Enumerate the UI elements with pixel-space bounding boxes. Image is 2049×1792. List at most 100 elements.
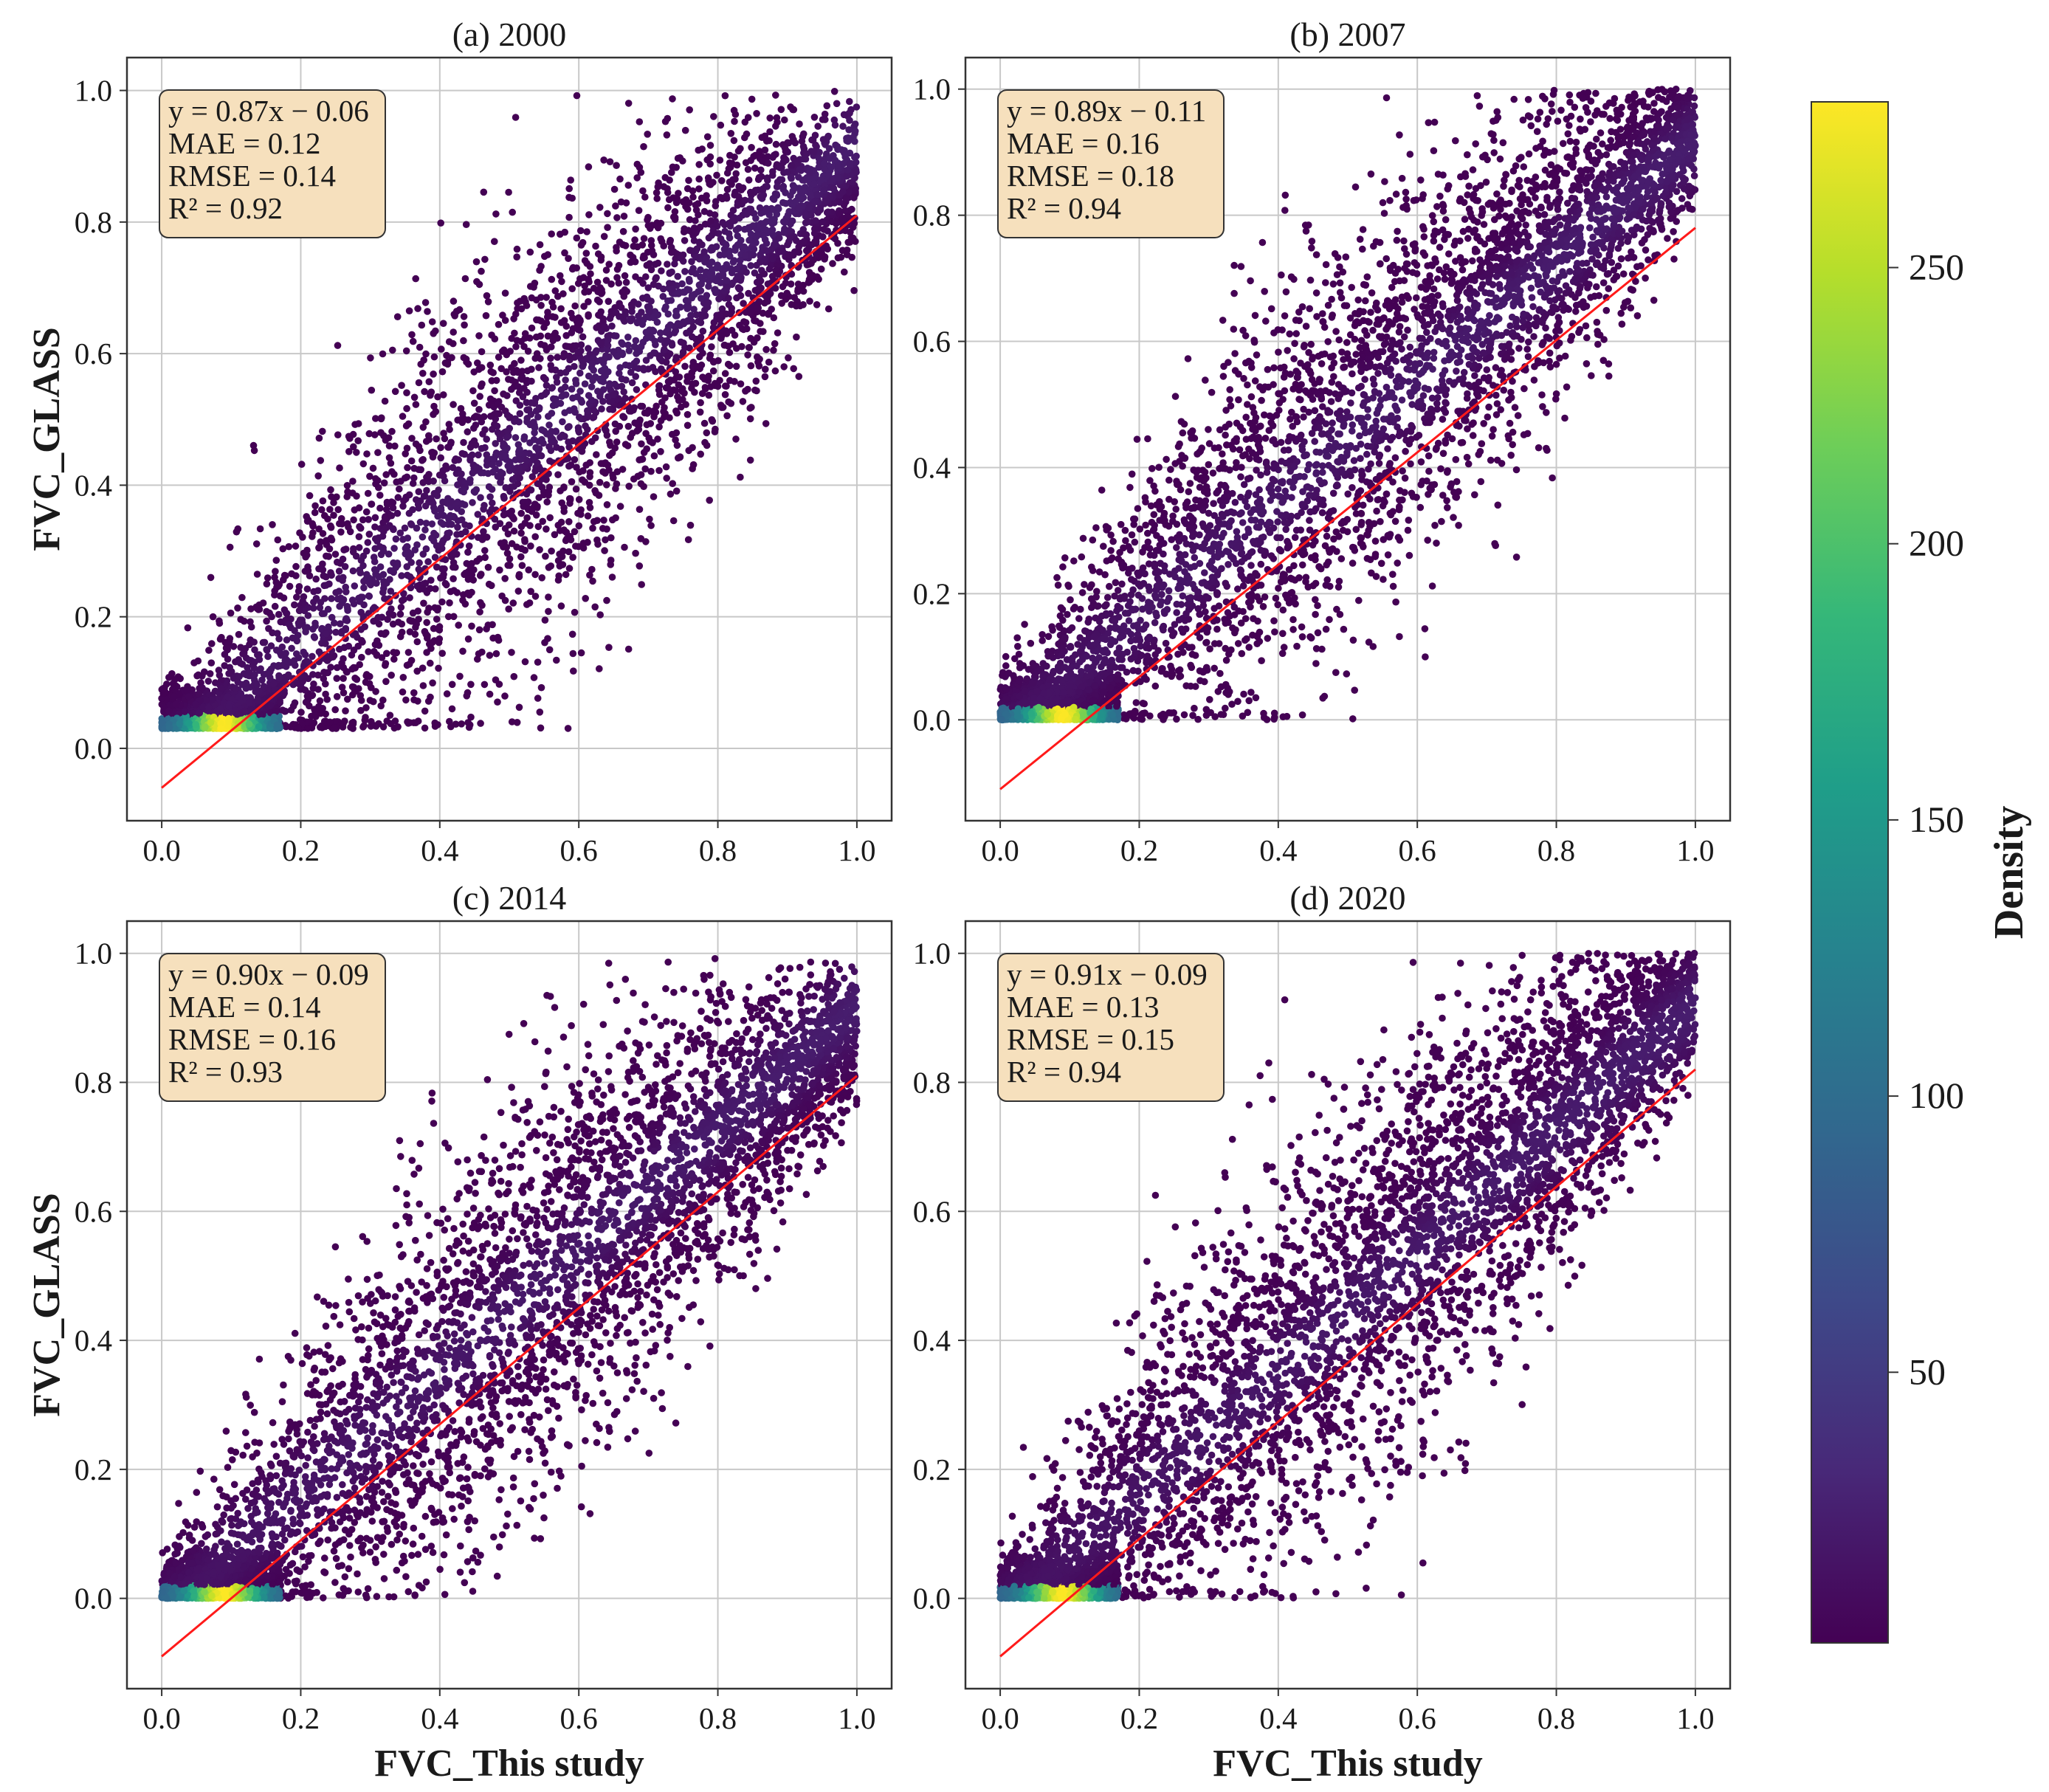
scatter-point [579,467,587,475]
scatter-point [597,253,605,261]
scatter-point [433,563,441,571]
scatter-point [624,442,632,449]
scatter-point [672,429,681,437]
scatter-point [577,649,585,657]
scatter-point [605,297,613,306]
scatter-point [731,117,738,125]
scatter-point [468,622,475,630]
scatter-point [407,457,416,465]
scatter-point [419,551,427,558]
scatter-point [637,402,644,410]
scatter-point [669,95,676,103]
scatter-point [717,121,725,129]
scatter-point [398,620,406,628]
scatter-point [787,280,795,288]
scatter-point [642,273,650,280]
scatter-point [403,404,410,413]
scatter-point [652,368,659,376]
scatter-point [593,347,600,355]
scatter-point [585,481,593,489]
scatter-point [747,362,755,370]
scatter-point [391,442,399,450]
scatter-point [380,479,388,487]
scatter-point [343,482,351,489]
scatter-point [340,720,347,728]
scatter-point [263,617,270,625]
scatter-point [675,373,683,381]
scatter-point [717,235,725,243]
scatter-point [739,211,746,219]
scatter-point [602,266,610,274]
scatter-point [343,602,351,610]
scatter-point [765,137,773,145]
scatter-point [516,474,523,482]
scatter-point [195,690,203,697]
scatter-point [664,353,672,360]
scatter-point [568,194,576,202]
scatter-point [527,587,534,596]
scatter-point [396,485,403,493]
scatter-point [253,681,261,689]
scatter-point [649,439,656,447]
scatter-point [568,630,576,638]
scatter-point [534,459,541,466]
scatter-point [851,127,859,135]
scatter-point [389,499,397,506]
scatter-point [658,238,666,246]
scatter-point [492,676,500,683]
scatter-point [275,610,283,618]
scatter-point [459,647,466,655]
scatter-point [841,268,848,276]
scatter-point [667,249,675,256]
scatter-point [295,607,303,615]
scatter-point [723,412,731,420]
scatter-point [232,684,239,692]
scatter-point [237,616,245,623]
scatter-point [379,571,388,579]
scatter-point [576,369,584,377]
scatter-point [184,624,192,632]
scatter-point [433,616,441,623]
scatter-point [620,213,628,220]
scatter-point [705,372,712,380]
scatter-point [630,475,638,483]
scatter-point [680,340,687,347]
scatter-point [422,545,430,553]
scatter-point [205,704,213,711]
scatter-point [410,689,418,697]
scatter-point [571,362,578,371]
scatter-point [382,471,390,478]
scatter-point [830,116,838,124]
scatter-point [474,655,481,663]
scatter-point [817,265,825,273]
scatter-point [516,297,524,306]
scatter-point [575,522,583,530]
scatter-point [396,610,404,618]
scatter-point [640,142,647,151]
scatter-point [381,630,388,638]
scatter-point [837,253,845,261]
scatter-point [415,379,423,387]
scatter-point [819,218,827,226]
scatter-point [769,168,776,176]
scatter-point [596,611,604,618]
scatter-point [410,474,418,482]
scatter-point [545,492,552,499]
scatter-point [559,353,568,361]
scatter-point [422,350,430,358]
scatter-point [357,706,365,714]
scatter-point [839,123,847,130]
scatter-point [516,410,524,418]
scatter-point [537,683,545,692]
scatter-point [348,665,356,673]
scatter-point [391,717,399,725]
scatter-point [642,538,650,545]
scatter-point [379,696,387,704]
scatter-point [366,472,373,480]
scatter-point [745,205,754,213]
scatter-point [706,181,714,188]
scatter-point [593,278,602,286]
scatter-point [510,315,517,323]
scatter-point [280,594,288,602]
scatter-point [464,428,472,435]
